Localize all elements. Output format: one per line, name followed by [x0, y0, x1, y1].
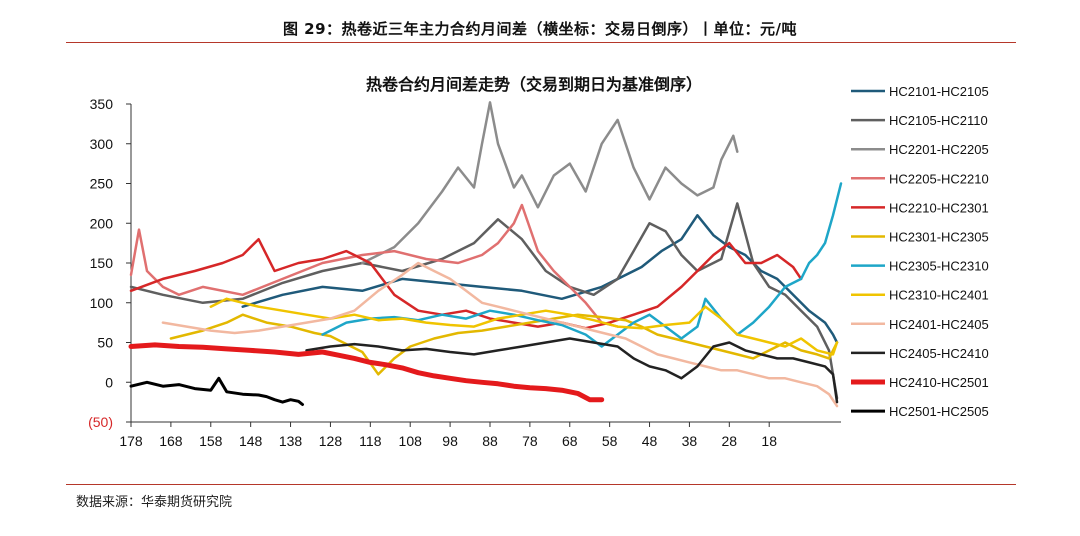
figure-title: 图 29：热卷近三年主力合约月间差（横坐标：交易日倒序）丨单位：元/吨: [282, 20, 798, 38]
source-note: 数据来源：华泰期货研究院: [76, 495, 233, 510]
x-tick-label: 78: [522, 433, 538, 449]
x-tick-label: 138: [279, 433, 303, 449]
x-tick-label: 48: [642, 433, 658, 449]
series-line-hc2201-hc2205: [361, 101, 739, 265]
series-line-hc2501-hc2505: [129, 376, 304, 406]
series-line-hc2205-hc2210: [129, 203, 619, 328]
legend: HC2101-HC2105 HC2105-HC2110 HC2201-HC2205 H…: [851, 84, 989, 419]
x-tick-label: 58: [602, 433, 618, 449]
x-tick-label: 158: [199, 433, 223, 449]
legend-label-hc2501-hc2505: HC2501-HC2505: [889, 404, 989, 419]
x-tick-label: 178: [119, 433, 143, 449]
bottom-rule: [66, 484, 1016, 485]
legend-label-hc2305-hc2310: HC2305-HC2310: [889, 259, 989, 274]
series-line-hc2405-hc2410: [305, 337, 839, 404]
series-line-hc2301-hc2305: [169, 313, 839, 376]
x-tick-label: 118: [359, 433, 382, 449]
x-tick-label: 148: [239, 433, 263, 449]
legend-label-hc2201-hc2205: HC2201-HC2205: [889, 142, 989, 157]
y-tick-label: 0: [105, 374, 113, 390]
y-tick-label: 150: [90, 255, 114, 271]
series-line-hc2105-hc2110: [129, 202, 839, 400]
x-tick-label: 168: [159, 433, 183, 449]
x-tick-label: 28: [722, 433, 738, 449]
legend-label-hc2205-hc2210: HC2205-HC2210: [889, 171, 989, 186]
y-tick-label: 250: [90, 176, 114, 192]
legend-label-hc2405-hc2410: HC2405-HC2410: [889, 346, 989, 361]
x-axis: 178 168 158 148 138 128 118 108 98 88 78 68 58 48 38 28…: [119, 421, 841, 449]
x-tick-label: 108: [399, 433, 423, 449]
legend-label-hc2401-hc2405: HC2401-HC2405: [889, 317, 989, 332]
x-tick-label: 88: [482, 433, 498, 449]
y-tick-label: 300: [90, 136, 114, 152]
series-line-hc2101-hc2105: [241, 214, 839, 344]
y-tick-label: 50: [97, 335, 113, 351]
chart-title: 热卷合约月间差走势（交易到期日为基准倒序）: [366, 75, 702, 94]
x-tick-label: 18: [761, 433, 777, 449]
legend-label-hc2310-hc2401: HC2310-HC2401: [889, 288, 989, 303]
series-line-hc2410-hc2501: [128, 342, 605, 403]
top-rule: [66, 42, 1016, 43]
y-tick-label: 200: [90, 215, 114, 231]
legend-label-hc2101-hc2105: HC2101-HC2105: [889, 84, 989, 99]
y-tick-label: 100: [90, 295, 114, 311]
x-tick-label: 68: [562, 433, 578, 449]
series-line-hc2401-hc2405: [161, 261, 839, 408]
x-tick-label: 38: [682, 433, 698, 449]
x-tick-label: 128: [319, 433, 343, 449]
legend-label-hc2105-hc2110: HC2105-HC2110: [889, 113, 988, 128]
legend-label-hc2301-hc2305: HC2301-HC2305: [889, 230, 989, 245]
series-line-hc2210-hc2301: [129, 237, 803, 330]
legend-label-hc2210-hc2301: HC2210-HC2301: [889, 200, 989, 215]
y-tick-label: (50): [88, 414, 113, 430]
y-axis: 350 300 250 200 150 100 50 0 (50): [88, 96, 132, 430]
series-line-hc2310-hc2401: [209, 297, 839, 356]
x-tick-label: 98: [442, 433, 458, 449]
legend-label-hc2410-hc2501: HC2410-HC2501: [889, 375, 989, 390]
y-tick-label: 350: [90, 96, 114, 112]
plot-area: [128, 101, 843, 408]
series-line-hc2305-hc2310: [321, 182, 843, 348]
